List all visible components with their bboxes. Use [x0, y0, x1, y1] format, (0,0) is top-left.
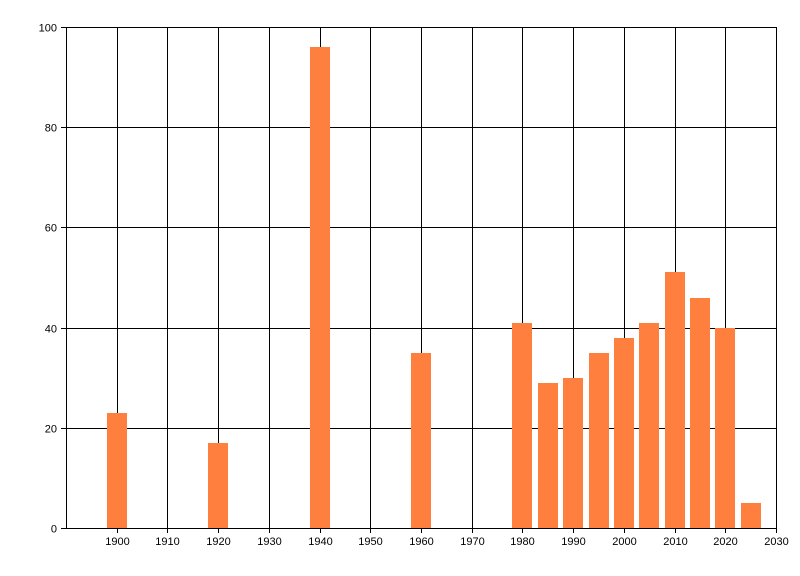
- bar: [715, 328, 735, 528]
- x-tick-label: 2000: [612, 536, 636, 548]
- y-tick-label: 80: [45, 123, 57, 135]
- bar: [614, 338, 634, 528]
- x-tick-label: 1960: [409, 536, 433, 548]
- bar: [741, 503, 761, 528]
- bar: [538, 383, 558, 528]
- x-tick-label: 1980: [510, 536, 534, 548]
- x-tick-label: 2010: [663, 536, 687, 548]
- y-tick-label: 40: [45, 324, 57, 336]
- x-tick-label: 1990: [561, 536, 585, 548]
- bar: [107, 413, 127, 528]
- bar: [512, 323, 532, 528]
- x-tick-label: 1970: [460, 536, 484, 548]
- x-tick-label: 1910: [155, 536, 179, 548]
- x-tick-label: 1900: [105, 536, 129, 548]
- y-tick-label: 100: [39, 23, 57, 35]
- bar: [639, 323, 659, 528]
- axes: [66, 27, 776, 529]
- bars: [107, 47, 761, 528]
- y-tick-labels: 0 20 40 60 80 100: [39, 23, 57, 536]
- bar: [690, 298, 710, 528]
- bar: [563, 378, 583, 528]
- bar: [310, 47, 330, 528]
- x-tick-label: 1950: [358, 536, 382, 548]
- x-tick-label: 2030: [764, 536, 788, 548]
- bar: [665, 272, 685, 528]
- x-tick-label: 1920: [206, 536, 230, 548]
- y-tick-label: 0: [51, 524, 57, 536]
- y-tick-label: 20: [45, 424, 57, 436]
- x-tick-labels: 1900 1910 1920 1930 1940 1950 1960 1970 1980 1990…: [105, 536, 788, 548]
- x-tick-label: 2020: [713, 536, 737, 548]
- y-tick-label: 60: [45, 223, 57, 235]
- x-tick-label: 1930: [257, 536, 281, 548]
- bar: [208, 443, 228, 528]
- bar: [411, 353, 431, 528]
- bar: [589, 353, 609, 528]
- x-tick-label: 1940: [308, 536, 332, 548]
